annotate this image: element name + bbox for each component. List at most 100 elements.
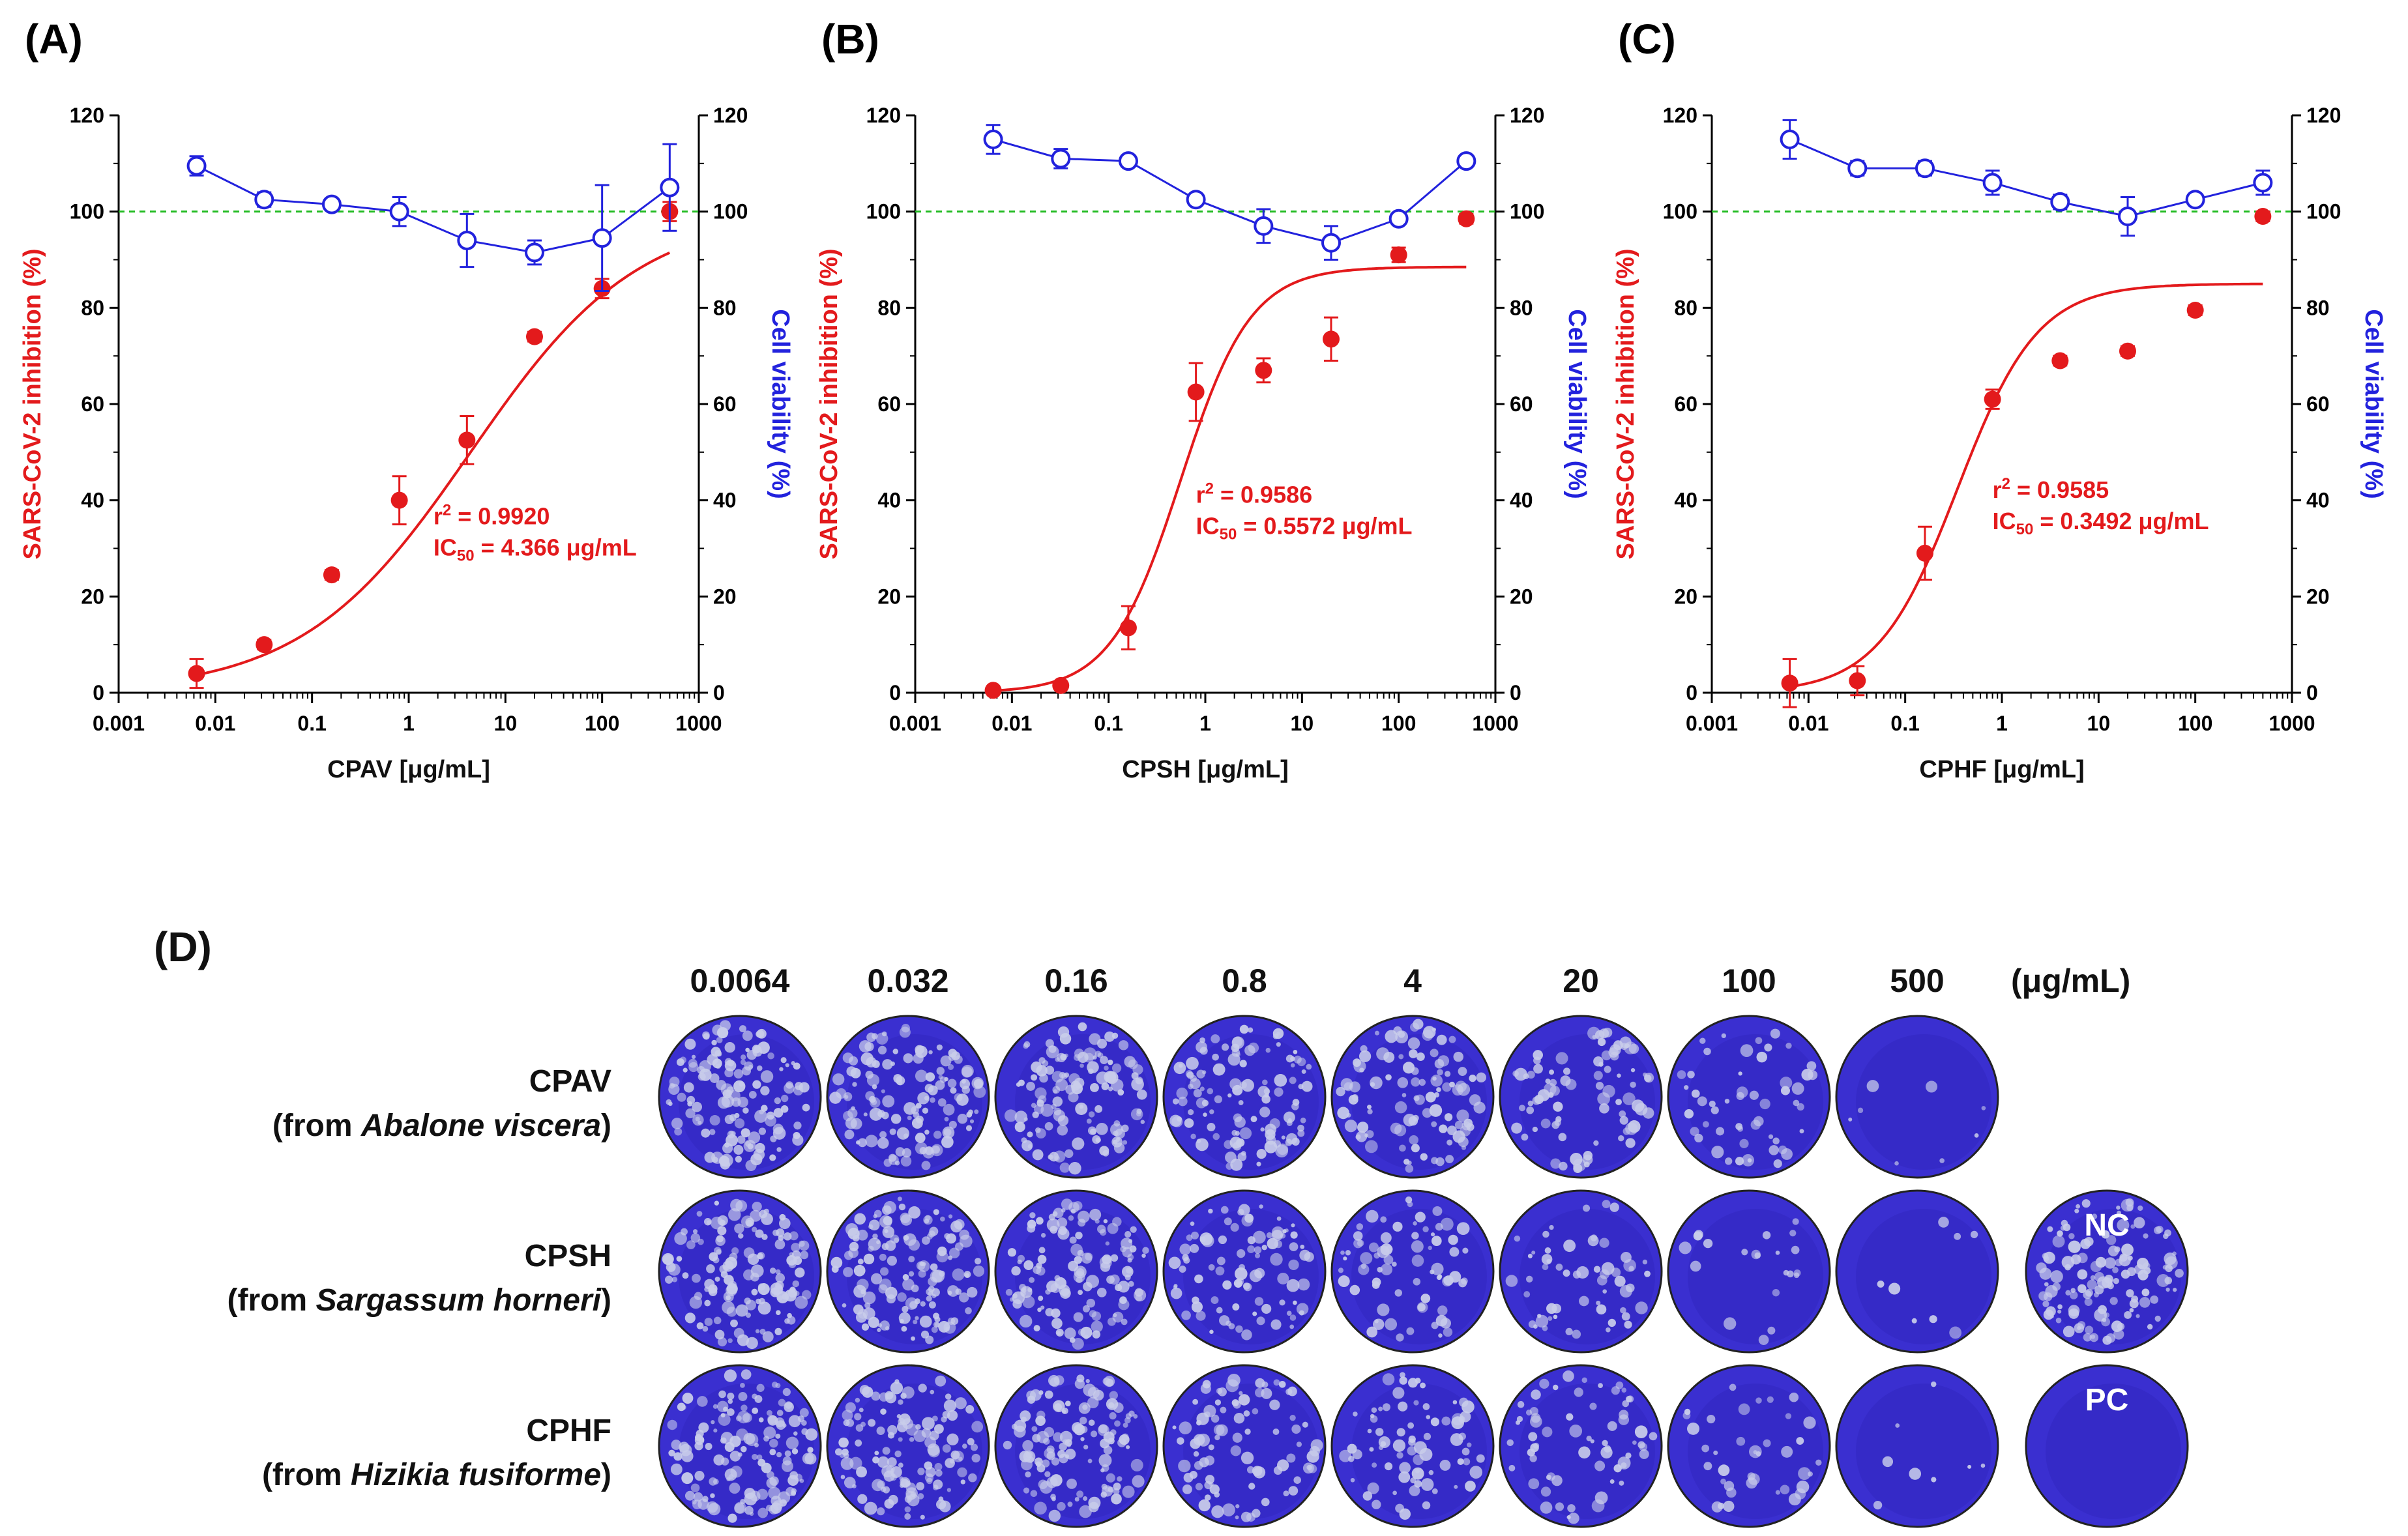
plaque-spot [2124,1311,2132,1319]
y-tick-label: 0 [1686,681,1697,704]
plaque-spot [869,1220,880,1231]
plaque-spot [1781,1446,1793,1458]
plaque-spot [845,1223,858,1236]
viability-point [2254,174,2271,191]
inhibition-point [391,492,408,509]
plaque-spot [1113,1483,1121,1490]
plaque-spot [1251,1116,1257,1122]
plaque-spot [1542,1264,1549,1270]
plaque-spot [756,1299,761,1305]
plaque-spot [2085,1298,2092,1306]
plaque-spot [1261,1498,1270,1507]
plaque-spot [974,1109,978,1114]
plaque-spot [1445,1113,1452,1121]
inhibition-point [985,682,1002,699]
plaque-spot [795,1268,804,1277]
plaque-spot [1567,1504,1576,1513]
plaque-spot [761,1105,768,1112]
plaque-spot [722,1301,735,1314]
plaque-spot [879,1131,887,1138]
plaque-spot [971,1443,978,1451]
plaque-spot [1293,1476,1301,1484]
plaque-spot [721,1413,726,1417]
plaque-spot [734,1113,739,1118]
plaque-spot [926,1296,932,1301]
x-tick-label: 0.001 [889,712,941,735]
plaque-spot [1770,1029,1780,1039]
inhibition-point [1255,362,1272,379]
plaque-spot [1266,1048,1271,1053]
plaque-spot [1106,1398,1118,1410]
plaque-spot [789,1260,797,1268]
plaque-spot [1135,1288,1143,1297]
plaque-spot [1197,1434,1210,1447]
plaque-spot [877,1328,881,1332]
plaque-spot [1230,1159,1242,1171]
plaque-spot [1449,1247,1459,1257]
plaque-spot [1597,1092,1610,1105]
plaque-spot [1539,1379,1549,1389]
plaque-assay-group: (D)0.0064 0.032 0.16 0.8 4 20 100 500 (μg/mL)CPA… [154,923,2188,1527]
plaque-spot [1473,1101,1485,1113]
plaque-spot [1051,1104,1057,1109]
plaque-spot [1763,1231,1770,1239]
plaque-spot [1894,1161,1899,1166]
plaque-spot [1461,1146,1466,1150]
plaque-spot [1036,1461,1041,1466]
plaque-spot [769,1154,776,1161]
viability-point [985,131,1002,148]
plaque-spot [1270,1320,1281,1330]
plaque-spot [857,1494,867,1504]
plaque-spot [1023,1260,1033,1270]
plaque-spot [807,1447,814,1453]
plaque-spot [1632,1440,1637,1445]
plaque-spot [1451,1416,1464,1429]
plaque-spot [1797,1481,1810,1494]
plaque-spot [1460,1125,1471,1137]
plaque-spot [1750,1091,1759,1100]
y2-tick-label: 40 [713,489,737,512]
plaque-spot [1247,1245,1255,1253]
r-squared-text: r2 = 0.9585 [1993,475,2109,503]
plaque-spot [847,1109,857,1118]
plaque-spot [1104,1219,1108,1223]
plaque-spot [1060,1163,1070,1173]
plaque-spot [1407,1446,1416,1455]
plaque-spot [899,1312,911,1324]
plaque-spot [1684,1109,1694,1118]
plaque-spot [1776,1490,1780,1495]
plaque-spot [1595,1030,1604,1039]
plaque-spot [1114,1420,1121,1427]
plaque-spot [737,1135,746,1144]
plaque-spot [1426,1415,1431,1419]
plaque-spot [1697,1096,1707,1106]
plaque-spot [759,1127,766,1135]
plaque-spot [871,1099,877,1105]
plaque-spot [1453,1400,1458,1404]
viability-point [256,191,272,208]
plaque-spot [781,1057,787,1063]
plaque-spot [1026,1082,1035,1091]
plaque-spot [966,1125,972,1131]
plaque-spot [1461,1400,1475,1413]
plaque-spot [1402,1093,1407,1097]
plaque-spot [1729,1384,1737,1391]
plaque-spot [904,1513,911,1520]
x-axis-title: CPSH [μg/mL] [1122,756,1288,783]
plaque-spot [1619,1481,1624,1486]
plaque-spot [866,1057,876,1067]
plaque-spot [805,1453,817,1465]
plaque-spot [1176,1088,1188,1099]
plaque-spot [863,1292,876,1305]
plaque-spot [1413,1455,1424,1466]
plaque-spot [1256,1162,1261,1166]
plaque-spot [1190,1221,1195,1226]
plaque-spot [1422,1108,1432,1118]
plaque-spot [741,1369,752,1380]
plaque-spot [1523,1073,1529,1079]
plaque-spot [1767,1327,1775,1335]
plaque-spot [685,1491,695,1501]
y2-tick-label: 80 [713,296,737,319]
plaque-spot [766,1478,776,1488]
plaque-spot [868,1419,875,1427]
